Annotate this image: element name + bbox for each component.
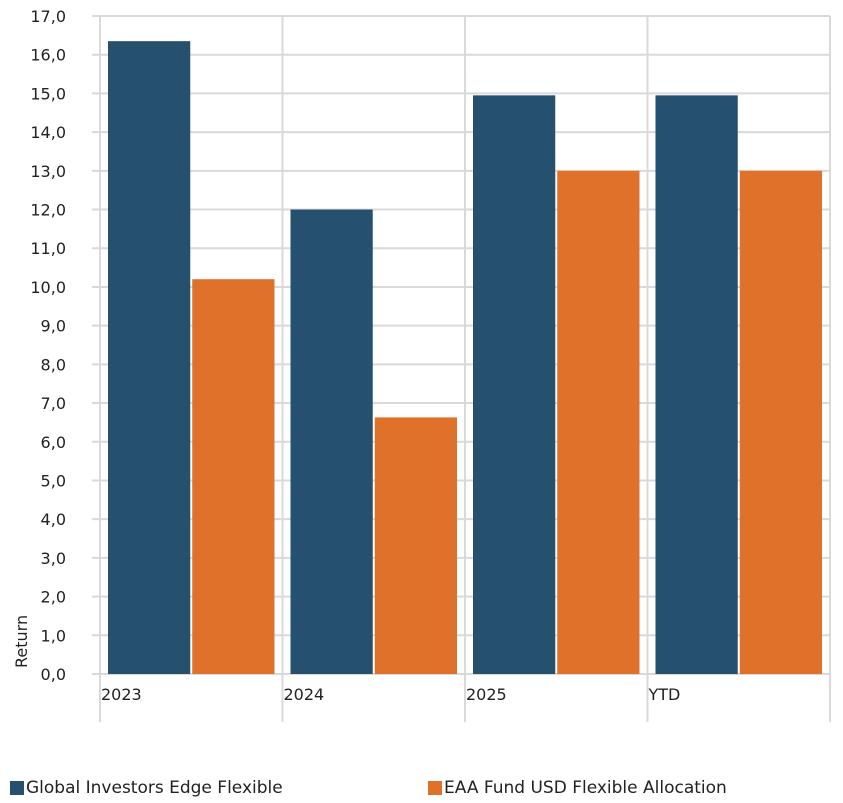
bar-1-2025 [473, 95, 556, 675]
bar-1-2023 [108, 41, 191, 675]
y-axis-label: Return [12, 615, 31, 668]
y-tick-label: 2,0 [41, 588, 66, 607]
bars [108, 41, 822, 675]
x-tick-label: 2025 [466, 685, 507, 704]
y-tick-label: 12,0 [30, 201, 66, 220]
bar-1-ytd [655, 95, 738, 675]
y-tick-label: 15,0 [30, 84, 66, 103]
legend: Global Investors Edge Flexible EAA Fund … [0, 778, 843, 803]
x-tick-label: 2024 [284, 685, 325, 704]
bar-2-2024 [374, 417, 457, 674]
legend-swatch-series-1 [10, 781, 24, 795]
y-tick-label: 14,0 [30, 123, 66, 142]
y-tick-label: 11,0 [30, 239, 66, 258]
y-tick-label: 9,0 [41, 317, 66, 336]
bar-chart: 0,0 1,0 2,0 3,0 4,0 5,0 6,0 7,0 8,0 9,0 10,0 11,0 12… [12, 7, 831, 722]
legend-label-series-2: EAA Fund USD Flexible Allocation [444, 778, 727, 798]
y-axis-ticks: 0,0 1,0 2,0 3,0 4,0 5,0 6,0 7,0 8,0 9,0 10,0 11,0 12… [30, 7, 66, 684]
y-tick-label: 5,0 [41, 471, 66, 490]
y-tick-label: 4,0 [41, 510, 66, 529]
x-tick-label: YTD [648, 685, 681, 704]
y-tick-label: 17,0 [30, 7, 66, 26]
legend-swatch-series-2 [428, 781, 442, 795]
legend-label-series-1: Global Investors Edge Flexible [26, 778, 283, 798]
y-tick-label: 13,0 [30, 162, 66, 181]
y-tick-label: 1,0 [41, 626, 66, 645]
y-tick-label: 3,0 [41, 549, 66, 568]
bar-2-2025 [557, 170, 640, 674]
x-axis-ticks: 2023 2024 2025 YTD [101, 685, 680, 704]
y-tick-label: 7,0 [41, 394, 66, 413]
legend-item-series-1: Global Investors Edge Flexible [10, 778, 283, 798]
legend-item-series-2: EAA Fund USD Flexible Allocation [428, 778, 727, 798]
y-tick-label: 8,0 [41, 355, 66, 374]
y-tick-label: 16,0 [30, 46, 66, 65]
y-tick-label: 6,0 [41, 433, 66, 452]
x-tick-label: 2023 [101, 685, 142, 704]
bar-1-2024 [290, 209, 373, 674]
y-tick-label: 0,0 [41, 665, 66, 684]
bar-2-2023 [192, 279, 275, 674]
bar-2-ytd [739, 170, 822, 674]
y-tick-label: 10,0 [30, 278, 66, 297]
